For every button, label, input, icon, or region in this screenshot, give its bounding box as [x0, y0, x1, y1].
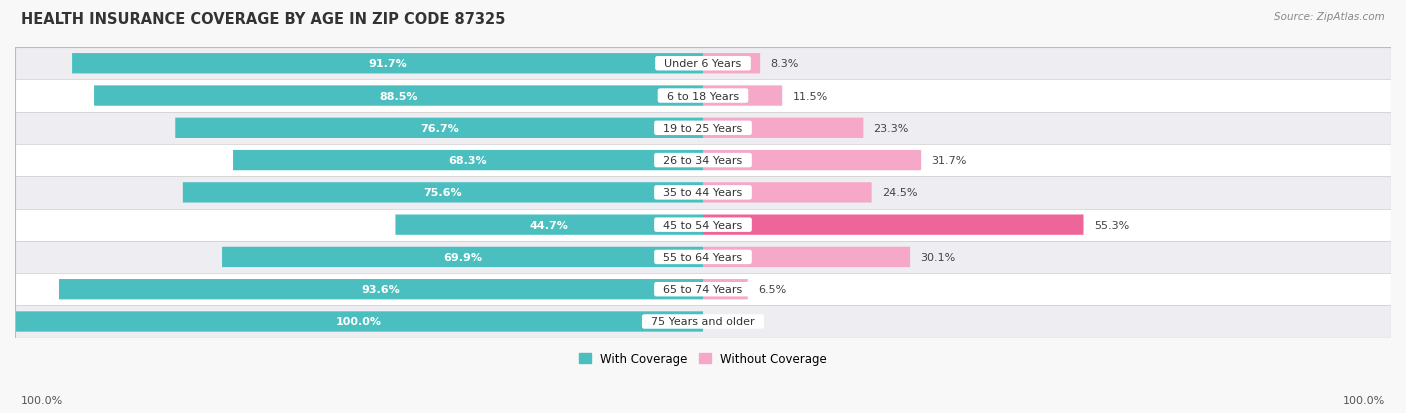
- FancyBboxPatch shape: [703, 215, 1084, 235]
- FancyBboxPatch shape: [233, 151, 703, 171]
- Text: 100.0%: 100.0%: [21, 395, 63, 405]
- Text: 23.3%: 23.3%: [873, 123, 910, 133]
- FancyBboxPatch shape: [15, 112, 1391, 145]
- Text: 8.3%: 8.3%: [770, 59, 799, 69]
- Text: 68.3%: 68.3%: [449, 156, 488, 166]
- FancyBboxPatch shape: [703, 183, 872, 203]
- Text: 69.9%: 69.9%: [443, 252, 482, 262]
- FancyBboxPatch shape: [222, 247, 703, 268]
- FancyBboxPatch shape: [703, 86, 782, 107]
- Text: 55.3%: 55.3%: [1094, 220, 1129, 230]
- Text: 11.5%: 11.5%: [793, 91, 828, 101]
- Text: Under 6 Years: Under 6 Years: [658, 59, 748, 69]
- Text: 31.7%: 31.7%: [931, 156, 967, 166]
- Text: 44.7%: 44.7%: [530, 220, 568, 230]
- FancyBboxPatch shape: [176, 119, 703, 139]
- Text: 100.0%: 100.0%: [1343, 395, 1385, 405]
- FancyBboxPatch shape: [183, 183, 703, 203]
- Text: 75.6%: 75.6%: [423, 188, 463, 198]
- Text: 0.0%: 0.0%: [713, 317, 741, 327]
- FancyBboxPatch shape: [703, 279, 748, 300]
- Text: 65 to 74 Years: 65 to 74 Years: [657, 285, 749, 294]
- FancyBboxPatch shape: [15, 80, 1391, 112]
- FancyBboxPatch shape: [15, 209, 1391, 241]
- FancyBboxPatch shape: [15, 306, 1391, 338]
- Text: 91.7%: 91.7%: [368, 59, 406, 69]
- Text: 19 to 25 Years: 19 to 25 Years: [657, 123, 749, 133]
- FancyBboxPatch shape: [15, 241, 1391, 273]
- FancyBboxPatch shape: [15, 145, 1391, 177]
- Text: HEALTH INSURANCE COVERAGE BY AGE IN ZIP CODE 87325: HEALTH INSURANCE COVERAGE BY AGE IN ZIP …: [21, 12, 506, 27]
- FancyBboxPatch shape: [59, 279, 703, 300]
- FancyBboxPatch shape: [703, 119, 863, 139]
- Text: 6.5%: 6.5%: [758, 285, 786, 294]
- Text: 93.6%: 93.6%: [361, 285, 401, 294]
- FancyBboxPatch shape: [72, 54, 703, 74]
- Text: 100.0%: 100.0%: [336, 317, 382, 327]
- Text: 26 to 34 Years: 26 to 34 Years: [657, 156, 749, 166]
- Text: 75 Years and older: 75 Years and older: [644, 317, 762, 327]
- Text: 30.1%: 30.1%: [921, 252, 956, 262]
- Text: 76.7%: 76.7%: [420, 123, 458, 133]
- Text: Source: ZipAtlas.com: Source: ZipAtlas.com: [1274, 12, 1385, 22]
- Text: 45 to 54 Years: 45 to 54 Years: [657, 220, 749, 230]
- FancyBboxPatch shape: [15, 48, 1391, 80]
- Text: 35 to 44 Years: 35 to 44 Years: [657, 188, 749, 198]
- FancyBboxPatch shape: [15, 311, 703, 332]
- Text: 24.5%: 24.5%: [882, 188, 917, 198]
- Text: 88.5%: 88.5%: [380, 91, 418, 101]
- Text: 6 to 18 Years: 6 to 18 Years: [659, 91, 747, 101]
- FancyBboxPatch shape: [395, 215, 703, 235]
- Text: 55 to 64 Years: 55 to 64 Years: [657, 252, 749, 262]
- FancyBboxPatch shape: [703, 247, 910, 268]
- FancyBboxPatch shape: [94, 86, 703, 107]
- FancyBboxPatch shape: [15, 177, 1391, 209]
- FancyBboxPatch shape: [703, 54, 761, 74]
- FancyBboxPatch shape: [15, 273, 1391, 306]
- Legend: With Coverage, Without Coverage: With Coverage, Without Coverage: [574, 347, 832, 370]
- FancyBboxPatch shape: [703, 151, 921, 171]
